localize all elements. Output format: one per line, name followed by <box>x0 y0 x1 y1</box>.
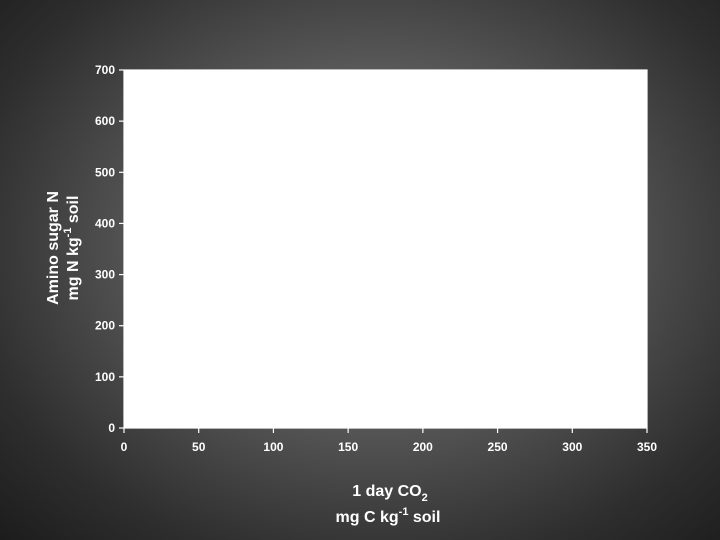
r-squared-label: r ²=0.90 <box>477 349 534 366</box>
data-point <box>257 292 269 305</box>
x-tick-label: 100 <box>263 440 283 454</box>
x-tick-label: 350 <box>637 440 657 454</box>
data-point <box>213 325 226 337</box>
x-tick-label: 150 <box>338 440 358 454</box>
x-axis-title-line1: 1 day CO2 <box>352 483 427 504</box>
y-tick-label: 200 <box>95 319 115 333</box>
data-point <box>189 359 202 372</box>
y-tick-label: 500 <box>95 165 115 179</box>
y-tick-label: 300 <box>95 268 115 282</box>
data-point <box>198 348 211 361</box>
trend-line <box>161 123 561 371</box>
x-tick-label: 300 <box>562 440 582 454</box>
x-tick-label: 50 <box>192 440 206 454</box>
y-tick-label: 100 <box>95 370 115 384</box>
plot-frame <box>123 69 648 429</box>
data-point <box>354 285 366 297</box>
equation-label: y= 68.6 + 1.8x <box>453 325 556 342</box>
data-point <box>215 303 227 316</box>
data-point <box>228 314 241 327</box>
data-point <box>449 191 462 203</box>
data-point <box>399 239 411 252</box>
y-tick-label: 600 <box>95 114 115 128</box>
y-axis-title-line2: mg N kg-1 soil <box>62 196 82 301</box>
data-point <box>219 337 232 349</box>
data-point <box>157 401 169 414</box>
data-points <box>157 126 567 414</box>
y-tick-label: 400 <box>95 216 115 230</box>
data-point <box>251 270 263 283</box>
x-axis-title-line2: mg C kg-1 soil <box>336 506 441 526</box>
data-point <box>497 143 510 156</box>
x-tick-label: 250 <box>488 440 508 454</box>
data-point <box>485 126 498 139</box>
plot-area-background <box>124 70 647 428</box>
x-axis-ticks: 0 50 100 150 200 250 300 350 <box>121 428 657 454</box>
x-tick-label: 0 <box>121 440 128 454</box>
data-point <box>183 348 196 361</box>
y-tick-label: 700 <box>95 63 115 77</box>
data-point <box>554 158 567 170</box>
data-point <box>272 261 284 274</box>
y-axis-ticks: 0 100 200 300 400 500 600 700 <box>95 63 124 435</box>
y-tick-label: 0 <box>108 421 115 435</box>
y-axis-title-line1: Amino sugar N <box>45 191 62 305</box>
x-tick-label: 200 <box>413 440 433 454</box>
